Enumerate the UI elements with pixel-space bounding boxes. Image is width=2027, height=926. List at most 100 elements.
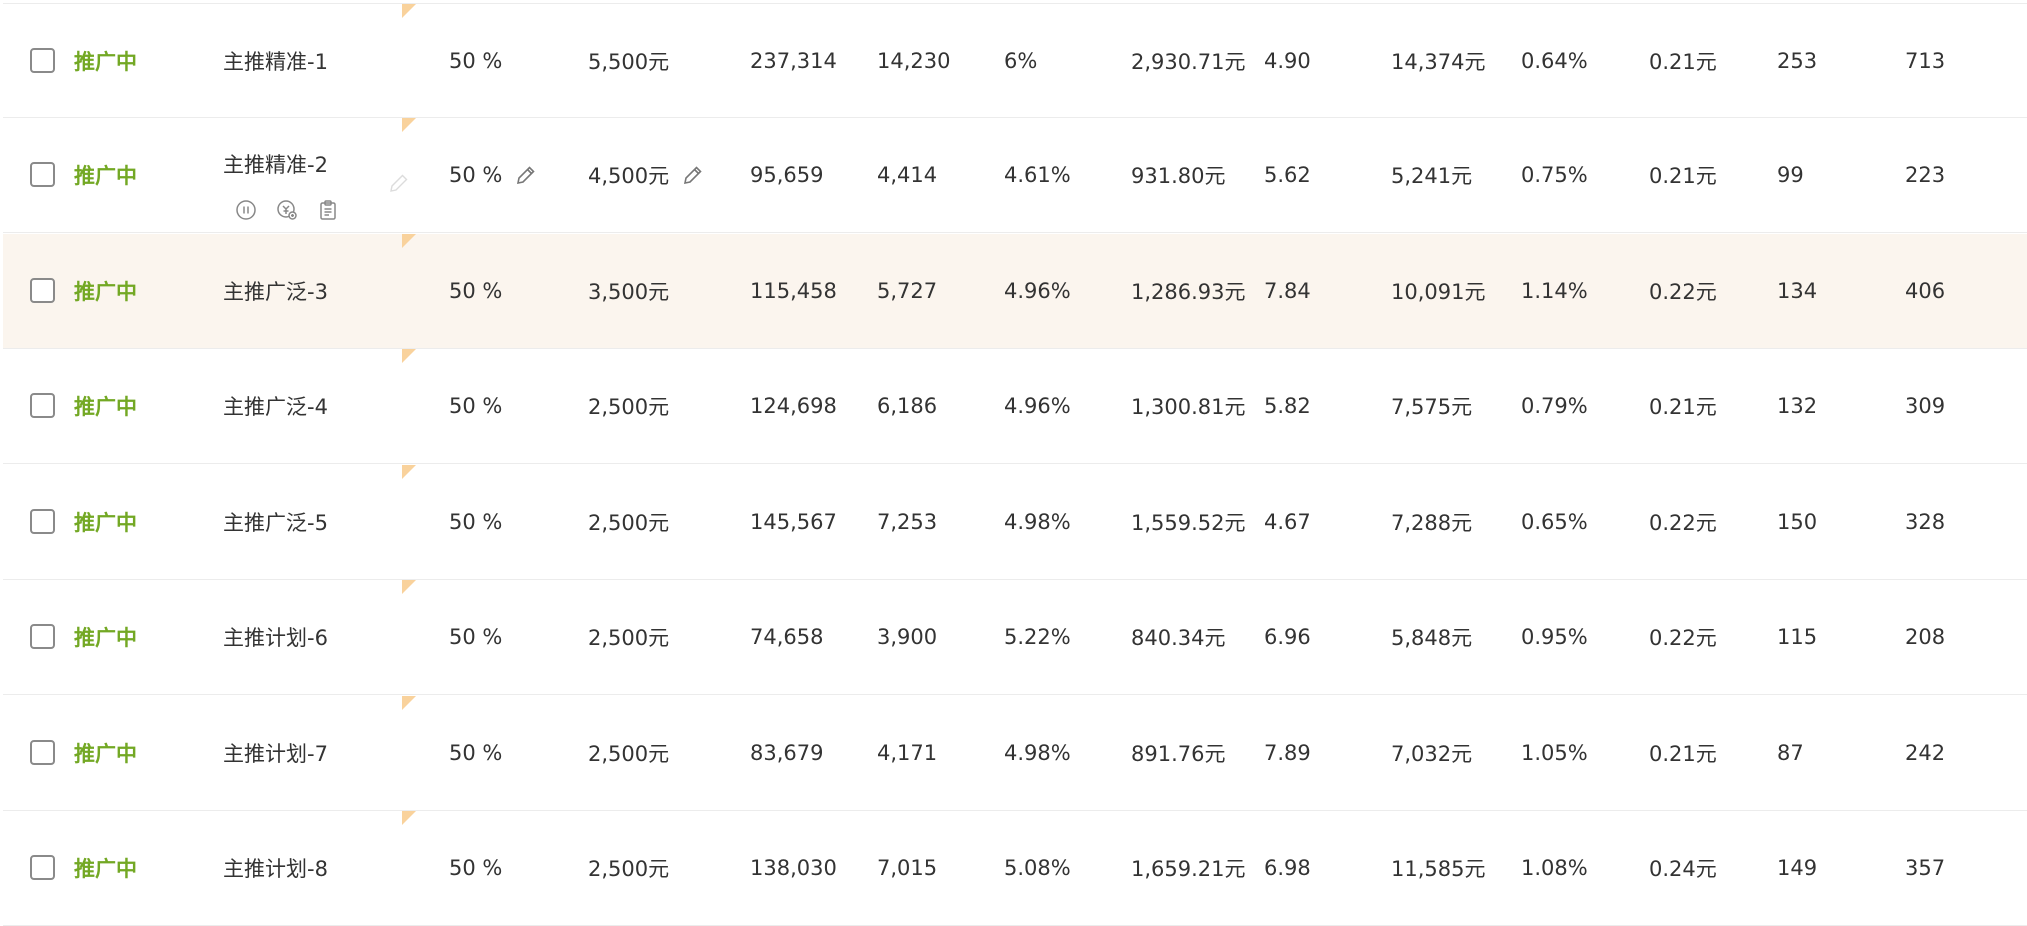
campaign-name[interactable]: 主推计划-8 xyxy=(223,857,328,881)
table-row[interactable]: 推广中 主推广泛-3 50 % 3,500元 115,458 5,727 4.96% 1,28… xyxy=(3,234,2027,349)
campaign-name[interactable]: 主推精准-1 xyxy=(223,49,328,74)
orders-cell: 253 xyxy=(1777,4,1817,117)
clicks-cell-value: 4,171 xyxy=(877,741,938,765)
table-row[interactable]: 推广中 主推计划-7 50 % 2,500元 83,679 4,171 4.98% 891.7… xyxy=(3,696,2027,811)
gmv-cell: 14,374元 xyxy=(1391,4,1485,117)
roi-cell: 7.89 xyxy=(1264,696,1311,810)
budget-cell-value: 2,500元 xyxy=(588,857,670,881)
campaign-name[interactable]: 主推广泛-4 xyxy=(223,395,328,419)
items-cell: 713 xyxy=(1905,4,1945,117)
roi-cell-value: 6.98 xyxy=(1264,856,1311,880)
ratio-cell-value: 50 % xyxy=(449,856,503,880)
corner-marker xyxy=(402,465,416,479)
clicks-cell: 4,171 xyxy=(877,696,937,810)
roi-cell: 7.84 xyxy=(1264,234,1311,348)
ctr-cell-value: 4.98% xyxy=(1004,741,1071,765)
cost-cell: 1,286.93元 xyxy=(1131,234,1246,348)
impressions-cell: 95,659 xyxy=(750,118,823,232)
row-checkbox[interactable] xyxy=(30,509,55,534)
table-row[interactable]: 推广中 主推广泛-5 50 % 2,500元 145,567 7,253 4.98% 1,55… xyxy=(3,465,2027,580)
pencil-icon xyxy=(387,171,411,201)
row-checkbox[interactable] xyxy=(30,393,55,418)
row-checkbox[interactable] xyxy=(30,740,55,765)
cost-cell: 931.80元 xyxy=(1131,118,1225,232)
items-cell: 223 xyxy=(1905,118,1945,232)
budget-cell: 4,500元 xyxy=(588,118,705,232)
budget-cell: 2,500元 xyxy=(588,580,669,694)
ratio-cell: 50 % xyxy=(449,465,502,579)
cpc-cell-value: 0.21元 xyxy=(1649,164,1717,188)
table-row[interactable]: 推广中 主推精准-2 50 % 4,500元 95,659 4,414 4.61% 931.8… xyxy=(3,118,2027,233)
items-cell: 208 xyxy=(1905,580,1945,694)
gmv-cell-value: 5,848元 xyxy=(1391,626,1473,650)
clicks-cell-value: 6,186 xyxy=(877,394,938,418)
items-cell: 328 xyxy=(1905,465,1945,579)
roi-cell-value: 6.96 xyxy=(1264,625,1311,649)
cost-cell-value: 1,286.93元 xyxy=(1131,280,1246,304)
impressions-cell: 138,030 xyxy=(750,811,837,925)
cvr-cell: 0.64% xyxy=(1521,4,1588,117)
gmv-cell: 7,032元 xyxy=(1391,696,1472,810)
cost-cell: 1,659.21元 xyxy=(1131,811,1246,925)
impressions-cell-value: 237,314 xyxy=(750,48,837,73)
status-label: 推广中 xyxy=(74,511,137,535)
cost-cell: 1,559.52元 xyxy=(1131,465,1246,579)
pencil-icon[interactable] xyxy=(514,163,538,187)
ratio-cell-value: 50 % xyxy=(449,510,503,534)
copy-icon[interactable] xyxy=(316,198,340,227)
cpc-cell-value: 0.21元 xyxy=(1649,49,1717,74)
corner-marker xyxy=(402,811,416,825)
cpc-cell-value: 0.22元 xyxy=(1649,280,1717,304)
ratio-cell-value: 50 % xyxy=(449,394,503,418)
orders-cell: 115 xyxy=(1777,580,1817,694)
status-label: 推广中 xyxy=(74,280,137,304)
cpc-cell: 0.22元 xyxy=(1649,465,1717,579)
corner-marker xyxy=(402,349,416,363)
cost-cell-value: 931.80元 xyxy=(1131,164,1226,188)
budget-cell-value: 3,500元 xyxy=(588,280,670,304)
campaign-name[interactable]: 主推计划-7 xyxy=(223,742,328,766)
ctr-cell: 4.98% xyxy=(1004,465,1071,579)
campaign-name[interactable]: 主推精准-2 xyxy=(223,152,328,177)
campaign-name[interactable]: 主推计划-6 xyxy=(223,626,328,650)
gmv-cell-value: 11,585元 xyxy=(1391,857,1486,881)
cost-cell-value: 2,930.71元 xyxy=(1131,49,1246,74)
clicks-cell: 7,253 xyxy=(877,465,937,579)
items-cell: 309 xyxy=(1905,349,1945,463)
cvr-cell-value: 0.65% xyxy=(1521,510,1588,534)
ctr-cell: 5.08% xyxy=(1004,811,1071,925)
cpc-cell: 0.21元 xyxy=(1649,349,1717,463)
budget-cell-value: 5,500元 xyxy=(588,49,670,74)
campaign-name[interactable]: 主推广泛-3 xyxy=(223,280,328,304)
table-row[interactable]: 推广中 主推计划-6 50 % 2,500元 74,658 3,900 5.22% 840.3… xyxy=(3,580,2027,695)
budget-icon[interactable] xyxy=(275,198,299,227)
row-checkbox[interactable] xyxy=(30,624,55,649)
clicks-cell: 5,727 xyxy=(877,234,937,348)
ctr-cell: 4.96% xyxy=(1004,349,1071,463)
budget-cell: 2,500元 xyxy=(588,465,669,579)
orders-cell: 132 xyxy=(1777,349,1817,463)
clicks-cell: 14,230 xyxy=(877,4,950,117)
gmv-cell-value: 14,374元 xyxy=(1391,49,1486,74)
table-row[interactable]: 推广中 主推精准-1 50 % 5,500元 237,314 14,230 6% 2,930.… xyxy=(3,3,2027,118)
gmv-cell: 11,585元 xyxy=(1391,811,1485,925)
pencil-icon[interactable] xyxy=(681,163,705,187)
ratio-cell: 50 % xyxy=(449,580,502,694)
cpc-cell: 0.24元 xyxy=(1649,811,1717,925)
ctr-cell: 4.61% xyxy=(1004,118,1071,232)
table-row[interactable]: 推广中 主推计划-8 50 % 2,500元 138,030 7,015 5.08% 1,65… xyxy=(3,811,2027,926)
roi-cell: 4.90 xyxy=(1264,4,1311,117)
row-checkbox[interactable] xyxy=(30,48,55,73)
orders-cell: 99 xyxy=(1777,118,1804,232)
row-checkbox[interactable] xyxy=(30,278,55,303)
impressions-cell: 115,458 xyxy=(750,234,837,348)
row-checkbox[interactable] xyxy=(30,162,55,187)
campaign-name[interactable]: 主推广泛-5 xyxy=(223,511,328,535)
ctr-cell: 5.22% xyxy=(1004,580,1071,694)
table-row[interactable]: 推广中 主推广泛-4 50 % 2,500元 124,698 6,186 4.96% 1,30… xyxy=(3,349,2027,464)
status-label: 推广中 xyxy=(74,164,137,188)
pause-icon[interactable] xyxy=(234,198,258,227)
row-checkbox[interactable] xyxy=(30,855,55,880)
cost-cell: 1,300.81元 xyxy=(1131,349,1246,463)
ratio-cell-value: 50 % xyxy=(449,48,503,73)
